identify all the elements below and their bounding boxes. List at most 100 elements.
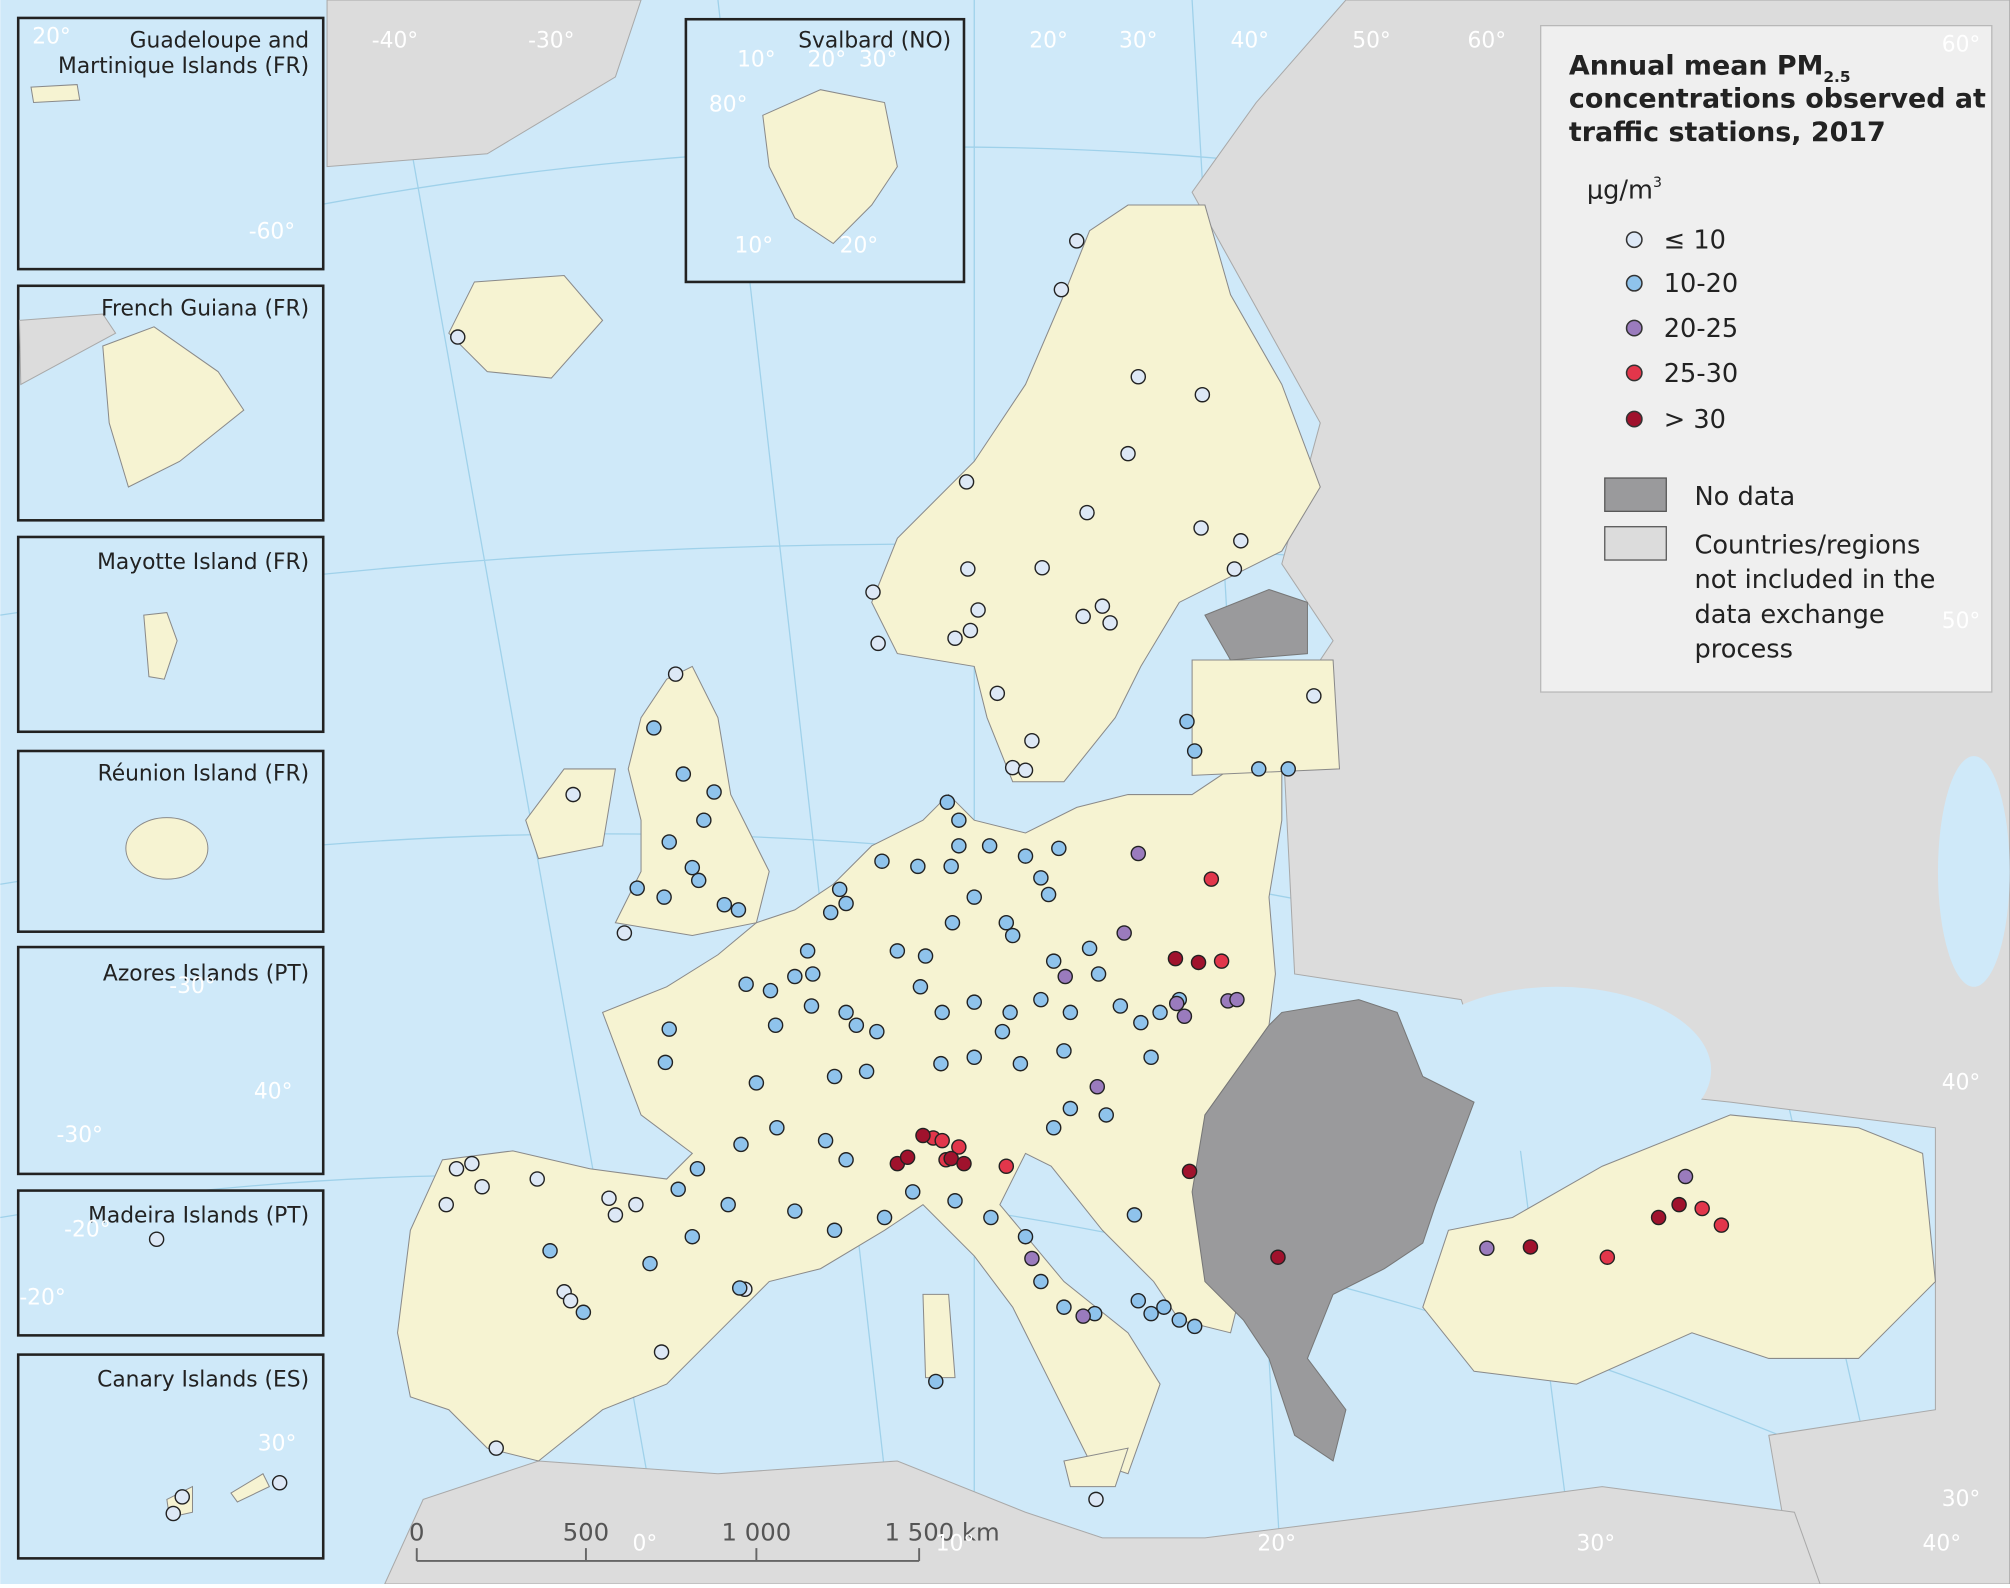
station	[1133, 1014, 1149, 1031]
station	[661, 1021, 677, 1037]
legend-title: Annual mean PM2.5	[1569, 50, 1851, 86]
station	[1116, 925, 1132, 941]
graticule-label: 30°	[1942, 1487, 1981, 1512]
station	[1130, 1293, 1147, 1309]
mayotte	[143, 612, 178, 680]
station	[1024, 1250, 1040, 1267]
graticule-label: 30°	[258, 1432, 297, 1457]
legend-label: No data	[1694, 482, 1795, 512]
station	[1186, 1318, 1203, 1335]
graticule-label: 10°	[735, 233, 774, 258]
station	[1062, 1004, 1079, 1021]
station	[934, 1004, 950, 1021]
station	[1168, 995, 1185, 1012]
station	[1069, 233, 1085, 249]
legend-symbol	[1625, 364, 1643, 382]
graticule-label: 40°	[1230, 28, 1269, 53]
french-guiana	[102, 326, 245, 488]
station	[1179, 713, 1195, 730]
station	[787, 968, 803, 985]
station	[998, 1158, 1015, 1174]
graticule-label: 60°	[1942, 32, 1981, 57]
station	[675, 766, 692, 782]
graticule-label: -30°	[169, 974, 215, 999]
graticule-label: 20°	[808, 48, 847, 73]
graticule-label: 80°	[709, 92, 748, 117]
station	[1156, 1299, 1172, 1315]
graticule-label: 50°	[1942, 609, 1981, 634]
graticule-label: 40°	[1942, 1070, 1981, 1095]
station	[951, 1139, 967, 1155]
station	[1167, 950, 1184, 967]
station	[690, 872, 707, 889]
station	[869, 1023, 885, 1040]
station	[917, 948, 934, 964]
legend-label: 20-25	[1664, 314, 1738, 344]
station	[1017, 762, 1034, 778]
legend-label: not included in the	[1694, 565, 1935, 595]
station	[1045, 1120, 1062, 1136]
legend-symbol	[1625, 231, 1643, 249]
station	[642, 1255, 658, 1272]
sicily	[1063, 1447, 1129, 1488]
station	[542, 1243, 558, 1259]
station	[720, 1196, 736, 1213]
station	[716, 897, 733, 913]
station	[1233, 533, 1249, 549]
station	[1229, 991, 1245, 1008]
inset-name: Martinique Islands (FR)	[58, 54, 309, 79]
station	[174, 1489, 190, 1505]
graticule-label: -20°	[64, 1218, 110, 1243]
svalbard	[762, 89, 898, 245]
station	[899, 1149, 916, 1165]
iceland	[448, 275, 604, 379]
scale-label: 1 500 km	[885, 1517, 1000, 1546]
station	[966, 1049, 982, 1066]
station	[1190, 954, 1207, 971]
station	[970, 602, 986, 618]
station	[962, 622, 979, 639]
station	[271, 1475, 288, 1491]
graticule-label: 40°	[1923, 1532, 1962, 1557]
station	[1126, 1207, 1143, 1223]
legend-title: traffic stations, 2017	[1569, 117, 1886, 148]
station	[934, 1132, 950, 1149]
graticule-label: -30°	[528, 28, 574, 53]
station	[448, 1161, 465, 1177]
station	[943, 1150, 959, 1167]
station	[966, 889, 982, 905]
station	[1181, 1163, 1198, 1180]
legend-swatch	[1604, 526, 1667, 561]
legend-label: ≤ 10	[1664, 226, 1726, 256]
station	[958, 474, 975, 490]
scandinavia	[871, 204, 1321, 783]
station	[874, 853, 890, 869]
station	[762, 982, 779, 999]
graticule-label: 10°	[936, 1532, 975, 1557]
station	[805, 966, 821, 982]
no-data-region	[1204, 588, 1308, 661]
station	[966, 994, 982, 1010]
station	[848, 1017, 865, 1033]
station	[733, 1136, 749, 1153]
station	[689, 1161, 706, 1177]
station	[838, 1152, 854, 1168]
inset-name: Madeira Islands (PT)	[88, 1204, 309, 1229]
station	[684, 859, 701, 876]
neighbour	[18, 313, 117, 386]
station	[1650, 1209, 1667, 1226]
station	[684, 1228, 701, 1245]
station	[165, 1505, 182, 1522]
station	[876, 1209, 893, 1226]
graticule-label: -30°	[56, 1123, 102, 1148]
station	[1713, 1217, 1730, 1233]
station	[858, 1063, 875, 1080]
station	[1002, 1004, 1018, 1021]
legend-label: data exchange	[1694, 600, 1884, 630]
inset-name: Canary Islands (ES)	[97, 1368, 309, 1393]
inset-name: Guadeloupe and	[130, 28, 309, 53]
station	[838, 895, 854, 912]
station	[912, 979, 929, 995]
unit-text: μg/m	[1587, 176, 1653, 206]
